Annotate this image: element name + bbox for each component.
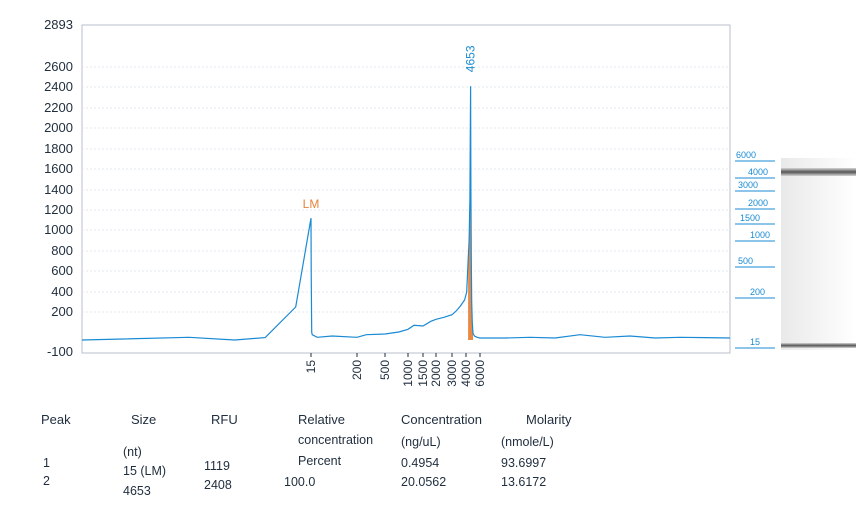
header-relative: Relative (298, 412, 345, 427)
x-tick-label: 4000 (459, 360, 473, 387)
row2-percent: 100.0 (284, 475, 316, 489)
ladder-label: 1500 (740, 213, 760, 223)
x-tick-label: 1000 (401, 360, 415, 387)
y-tick-label: 1600 (44, 161, 73, 176)
y-tick-label: 2000 (44, 120, 73, 135)
y-tick-label: 2893 (44, 17, 73, 32)
y-tick-label: -100 (47, 344, 73, 359)
row2-rfu: 2408 (204, 478, 232, 492)
ladder-label: 1000 (750, 230, 770, 240)
y-tick-label: 400 (51, 284, 73, 299)
header-concentration-unit: (ng/uL) (401, 435, 441, 449)
row2-size: 4653 (123, 484, 151, 498)
x-tick-label: 500 (378, 360, 392, 380)
y-tick-label: 200 (51, 304, 73, 319)
ladder-label: 2000 (748, 198, 768, 208)
peak-annotation-lm: LM (303, 197, 320, 211)
header-molarity-unit: (nmole/L) (501, 435, 554, 449)
y-tick-label: 1000 (44, 222, 73, 237)
x-tick-label: 200 (350, 360, 364, 380)
y-tick-label: 1800 (44, 141, 73, 156)
ladder-label: 6000 (736, 150, 756, 160)
trace-line (81, 86, 731, 341)
peak-annotations: LM 4653 (303, 45, 478, 211)
grid-lines (82, 66, 730, 313)
header-molarity: Molarity (526, 412, 572, 427)
row1-peak: 1 (43, 456, 50, 470)
row2-molarity: 13.6172 (501, 475, 547, 489)
row1-size: 15 (LM) (123, 464, 167, 478)
x-tick-label: 3000 (445, 360, 459, 387)
gel-lane (781, 158, 856, 350)
row1-concentration: 0.4954 (401, 456, 440, 470)
row2-concentration: 20.0562 (401, 475, 447, 489)
gel-band-marker (781, 343, 856, 348)
header-rfu: RFU (211, 412, 238, 427)
peak-fill-area (468, 146, 473, 340)
header-concentration: Concentration (401, 412, 482, 427)
electropherogram-chart: 2893 2600 2400 2200 2000 1800 1600 1400 1200 1000… (44, 17, 856, 387)
header-size: Size (131, 412, 157, 427)
y-tick-label: 2600 (44, 59, 73, 74)
ladder-label: 200 (750, 287, 765, 297)
row2-peak: 2 (43, 474, 50, 488)
row1-molarity: 93.6997 (501, 456, 547, 470)
gel-band-sample (781, 168, 856, 176)
plot-area (81, 24, 731, 354)
x-tick-label: 15 (304, 360, 318, 374)
peak-fill (468, 146, 473, 340)
series-line (81, 86, 731, 341)
x-tick-label: 1500 (416, 360, 430, 387)
y-tick-label: 600 (51, 263, 73, 278)
ladder-label: 15 (750, 337, 760, 347)
header-relative-line2: concentration (298, 433, 374, 447)
y-tick-label: 800 (51, 243, 73, 258)
header-size-unit: (nt) (123, 445, 142, 459)
ladder-markers: 6000 4000 3000 2000 1500 1000 500 200 15 (735, 150, 775, 349)
y-tick-label: 2200 (44, 100, 73, 115)
header-relative-line3: Percent (298, 454, 342, 468)
ladder-label: 4000 (748, 167, 768, 177)
x-tick-label: 6000 (473, 360, 487, 387)
y-tick-label: 1400 (44, 182, 73, 197)
y-tick-label: 2400 (44, 79, 73, 94)
y-axis-ticks: 2893 2600 2400 2200 2000 1800 1600 1400 1200 1000… (44, 17, 73, 359)
ladder-label: 500 (738, 256, 753, 266)
peak-annotation-size: 4653 (464, 45, 478, 72)
header-peak: Peak (41, 412, 71, 427)
row1-rfu: 1119 (204, 459, 230, 473)
x-axis-ticks: 15 200 500 1000 1500 2000 3000 4000 6000 (304, 353, 487, 387)
ladder-label: 3000 (738, 180, 758, 190)
x-tick-label: 2000 (429, 360, 443, 387)
y-tick-label: 1200 (44, 202, 73, 217)
